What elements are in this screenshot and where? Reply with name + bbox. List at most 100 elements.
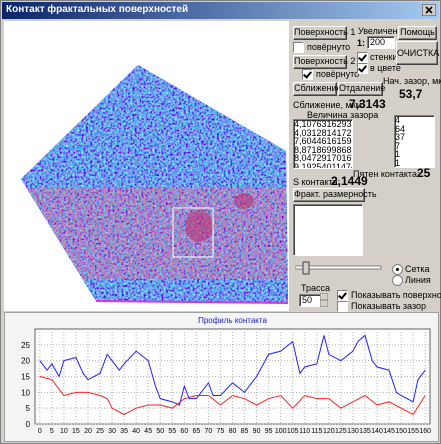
contact-area-value: 2,1449: [331, 174, 368, 188]
x-tick-label: 130: [347, 428, 359, 435]
approach-value: 7,3143: [349, 97, 386, 111]
x-tick-label: 100: [275, 428, 287, 435]
checkbox-label: в цвете: [370, 63, 401, 73]
x-tick-label: 50: [156, 428, 164, 435]
radio[interactable]: [392, 264, 403, 275]
gap-item: 4,1076316293329: [294, 119, 352, 129]
radio-label: Сетка: [405, 264, 430, 274]
spin-buttons[interactable]: [320, 293, 328, 307]
x-tick-label: 65: [192, 428, 200, 435]
x-tick-label: 140: [371, 428, 383, 435]
retreat-button[interactable]: Отдаление: [338, 82, 385, 96]
x-tick-label: 55: [168, 428, 176, 435]
count-item: 37: [395, 132, 406, 142]
profile-line: [39, 376, 426, 416]
x-tick-label: 0: [38, 428, 42, 435]
x-tick-label: 85: [241, 428, 249, 435]
x-tick-label: 95: [265, 428, 273, 435]
x-tick-label: 150: [395, 428, 407, 435]
x-tick-label: 70: [205, 428, 213, 435]
checkbox-label: повёрнуто: [316, 69, 360, 79]
x-tick-label: 35: [120, 428, 128, 435]
surface: [21, 65, 288, 303]
checkbox-label: стенки: [370, 52, 398, 62]
fractal-output: [293, 204, 363, 256]
zoom-label: Увеличение: [358, 26, 408, 36]
x-tick-label: 30: [108, 428, 116, 435]
clear-button[interactable]: ОЧИСТКА: [396, 41, 439, 65]
x-tick-label: 80: [229, 428, 237, 435]
x-tick-label: 25: [96, 428, 104, 435]
chart-title: Профиль контакта: [198, 316, 267, 325]
y-tick-label: 0: [26, 420, 31, 429]
patch: [217, 263, 241, 279]
x-tick-label: 125: [335, 428, 347, 435]
surface1-button[interactable]: Поверхность 1: [293, 26, 355, 40]
zoom-input[interactable]: 200: [367, 36, 395, 49]
surface2-button[interactable]: Поверхность 2: [293, 55, 355, 69]
gap-item: 8,04729170165956: [294, 153, 352, 163]
count-item: 4: [395, 115, 401, 125]
slider-thumb[interactable]: [302, 261, 310, 275]
spin-down[interactable]: [320, 299, 328, 307]
checkbox[interactable]: [302, 69, 313, 80]
x-tick-label: 20: [84, 428, 92, 435]
gap-list-label: Величина зазора: [307, 110, 379, 120]
x-tick-label: 15: [72, 428, 80, 435]
count-list[interactable]: 4 64 37 7 1 1: [394, 115, 435, 168]
x-tick-label: 45: [144, 428, 152, 435]
profile-line: [39, 334, 426, 406]
fractal-button[interactable]: Фракт. размерность: [293, 188, 377, 202]
gap-item: 9,1925401147455: [294, 161, 352, 169]
x-tick-label: 155: [407, 428, 419, 435]
x-tick-label: 160: [419, 428, 431, 435]
x-tick-label: 5: [50, 428, 54, 435]
close-button[interactable]: [422, 4, 436, 16]
x-tick-label: 105: [287, 428, 299, 435]
window-title: Контакт фрактальных поверхностей: [6, 4, 189, 15]
trace-input[interactable]: 50: [299, 294, 321, 307]
x-tick-label: 135: [359, 428, 371, 435]
checkbox-label: повёрнуто: [307, 42, 351, 52]
x-tick-label: 40: [132, 428, 140, 435]
checkbox[interactable]: [293, 42, 304, 53]
x-tick-label: 60: [180, 428, 188, 435]
checkbox[interactable]: [357, 52, 368, 63]
selection-box: [172, 207, 214, 258]
x-tick-label: 145: [383, 428, 395, 435]
x-tick-label: 115: [311, 428, 322, 435]
count-item: 1: [395, 149, 401, 159]
y-tick-label: 15: [21, 373, 30, 382]
close-icon: [425, 6, 433, 14]
count-item: 7: [395, 140, 401, 151]
approach-button[interactable]: Сближение: [293, 82, 342, 96]
patch: [262, 218, 286, 254]
y-tick-label: 10: [21, 388, 30, 397]
y-tick-label: 5: [26, 404, 31, 413]
checkbox[interactable]: [337, 301, 348, 312]
count-item: 1: [395, 157, 401, 168]
radio[interactable]: [392, 275, 403, 286]
gap-list[interactable]: 4,10763162933294,031281417235737,6044616…: [293, 119, 353, 169]
surface-texture: [21, 65, 288, 303]
spin-up[interactable]: [320, 293, 328, 301]
slider[interactable]: [295, 261, 383, 275]
x-tick-label: 75: [217, 428, 225, 435]
initial-gap-label: Нач. зазор, мкм: [383, 76, 441, 86]
checkbox[interactable]: [357, 63, 368, 74]
gap-item: 8,87186998687684: [294, 144, 352, 155]
x-tick-label: 110: [299, 428, 310, 435]
help-button[interactable]: Помощь: [398, 26, 437, 40]
slider-track: [295, 265, 382, 270]
contact-spots-value: 25: [417, 166, 431, 180]
patch: [26, 222, 62, 250]
checkbox-label: Показывать зазор: [351, 301, 426, 311]
x-tick-label: 120: [323, 428, 335, 435]
count-item: 64: [395, 123, 406, 134]
contact-spots-label: Пятен контакта:: [353, 169, 420, 179]
checkbox[interactable]: [337, 290, 348, 301]
checkbox-label: Показывать поверхности: [351, 290, 441, 300]
radio-label: Линия: [405, 275, 431, 285]
trace-label: Трасса: [301, 283, 331, 293]
initial-gap-value: 53,7: [399, 87, 423, 101]
